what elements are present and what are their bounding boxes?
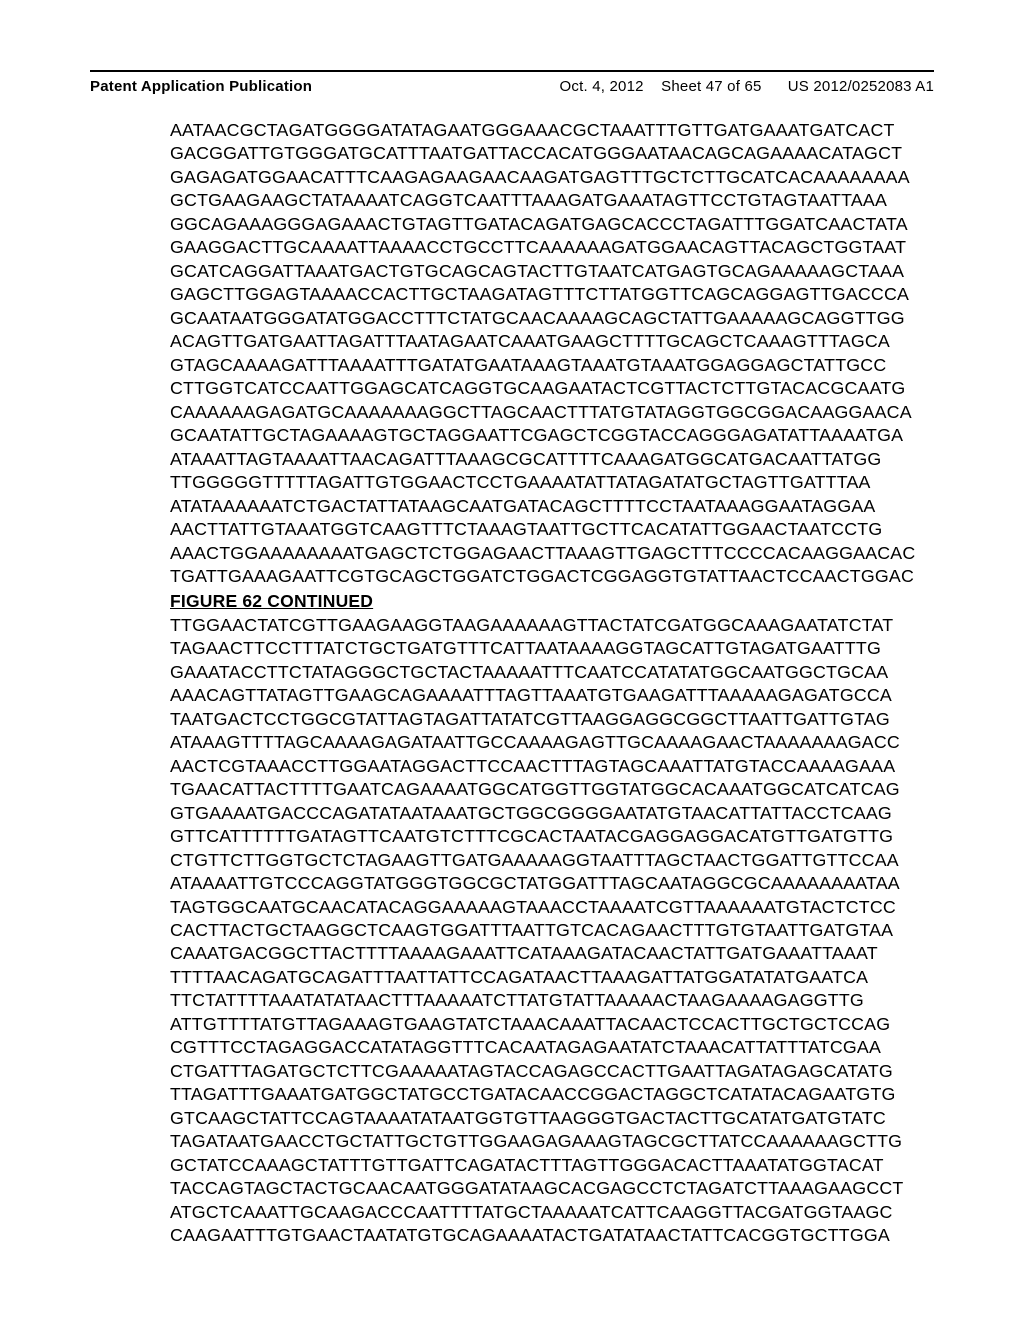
seq-line: ATAAAATTGTCCCAGGTATGGGTGGCGCTATGGATTTAGC… xyxy=(170,872,904,895)
seq-line: TTCTATTTTAAATATATAACTTTAAAAATCTTATGTATTA… xyxy=(170,989,904,1012)
seq-line: CAAAAAAGAGATGCAAAAAAAGGCTTAGCAACTTTATGTA… xyxy=(170,401,904,424)
seq-line: AAACTGGAAAAAAAATGAGCTCTGGAGAACTTAAAGTTGA… xyxy=(170,542,904,565)
seq-line: TAATGACTCCTGGCGTATTAGTAGATTATATCGTTAAGGA… xyxy=(170,708,904,731)
seq-line: ATATAAAAAATCTGACTATTATAAGCAATGATACAGCTTT… xyxy=(170,495,904,518)
seq-line: GAGAGATGGAACATTTCAAGAGAAGAACAAGATGAGTTTG… xyxy=(170,166,904,189)
seq-line: CTTGGTCATCCAATTGGAGCATCAGGTGCAAGAATACTCG… xyxy=(170,377,904,400)
sheet-number: Sheet 47 of 65 xyxy=(661,78,761,95)
seq-line: GCAATAATGGGATATGGACCTTTCTATGCAACAAAAGCAG… xyxy=(170,307,904,330)
seq-line: GACGGATTGTGGGATGCATTTAATGATTACCACATGGGAA… xyxy=(170,142,904,165)
seq-line: AATAACGCTAGATGGGGATATAGAATGGGAAACGCTAAAT… xyxy=(170,119,904,142)
seq-line: GGCAGAAAGGGAGAAACTGTAGTTGATACAGATGAGCACC… xyxy=(170,213,904,236)
publication-number: US 2012/0252083 A1 xyxy=(788,78,934,95)
publication-type: Patent Application Publication xyxy=(90,78,312,95)
seq-line: AACTCGTAAACCTTGGAATAGGACTTCCAACTTTAGTAGC… xyxy=(170,755,904,778)
seq-line: TAGAACTTCCTTTATCTGCTGATGTTTCATTAATAAAAGG… xyxy=(170,637,904,660)
seq-line: GCAATATTGCTAGAAAAGTGCTAGGAATTCGAGCTCGGTA… xyxy=(170,424,904,447)
header-right: Oct. 4, 2012 Sheet 47 of 65 US 2012/0252… xyxy=(560,78,934,95)
seq-line: GAAGGACTTGCAAAATTAAAACCTGCCTTCAAAAAAGATG… xyxy=(170,236,904,259)
seq-line: TTTTAACAGATGCAGATTTAATTATTCCAGATAACTTAAA… xyxy=(170,966,904,989)
pub-date: Oct. 4, 2012 xyxy=(560,78,644,95)
page: Patent Application Publication Oct. 4, 2… xyxy=(0,0,1024,1320)
header-row: Patent Application Publication Oct. 4, 2… xyxy=(90,70,934,95)
seq-line: CAAGAATTTGTGAACTAATATGTGCAGAAAATACTGATAT… xyxy=(170,1224,904,1247)
seq-line: TACCAGTAGCTACTGCAACAATGGGATATAAGCACGAGCC… xyxy=(170,1177,904,1200)
seq-line: CTGATTTAGATGCTCTTCGAAAAATAGTACCAGAGCCACT… xyxy=(170,1060,904,1083)
seq-line: CAAATGACGGCTTACTTTTAAAAGAAATTCATAAAGATAC… xyxy=(170,942,904,965)
seq-line: AAACAGTTATAGTTGAAGCAGAAAATTTAGTTAAATGTGA… xyxy=(170,684,904,707)
seq-line: TTGGGGGTTTTTAGATTGTGGAACTCCTGAAAATATTATA… xyxy=(170,471,904,494)
seq-line: ATAAATTAGTAAAATTAACAGATTTAAAGCGCATTTTCAA… xyxy=(170,448,904,471)
seq-line: ATGCTCAAATTGCAAGACCCAATTTTATGCTAAAAATCAT… xyxy=(170,1201,904,1224)
seq-line: TTAGATTTGAAATGATGGCTATGCCTGATACAACCGGACT… xyxy=(170,1083,904,1106)
seq-line: GAAATACCTTCTATAGGGCTGCTACTAAAAATTTCAATCC… xyxy=(170,661,904,684)
seq-line: TAGTGGCAATGCAACATACAGGAAAAAGTAAACCTAAAAT… xyxy=(170,896,904,919)
seq-line: CTGTTCTTGGTGCTCTAGAAGTTGATGAAAAAGGTAATTT… xyxy=(170,849,904,872)
seq-line: GCTATCCAAAGCTATTTGTTGATTCAGATACTTTAGTTGG… xyxy=(170,1154,904,1177)
seq-line: AACTTATTGTAAATGGTCAAGTTTCTAAAGTAATTGCTTC… xyxy=(170,518,904,541)
seq-line: CGTTTCCTAGAGGACCATATAGGTTTCACAATAGAGAATA… xyxy=(170,1036,904,1059)
seq-line: GTCAAGCTATTCCAGTAAAATATAATGGTGTTAAGGGTGA… xyxy=(170,1107,904,1130)
seq-line: ATAAAGTTTTAGCAAAAGAGATAATTGCCAAAAGAGTTGC… xyxy=(170,731,904,754)
seq-line: TTGGAACTATCGTTGAAGAAGGTAAGAAAAAAGTTACTAT… xyxy=(170,614,904,637)
seq-line: GTGAAAATGACCCAGATATAATAAATGCTGGCGGGGAATA… xyxy=(170,802,904,825)
seq-line: TAGATAATGAACCTGCTATTGCTGTTGGAAGAGAAAGTAG… xyxy=(170,1130,904,1153)
seq-line: GTAGCAAAAGATTTAAAATTTGATATGAATAAAGTAAATG… xyxy=(170,354,904,377)
seq-line: CACTTACTGCTAAGGCTCAAGTGGATTTAATTGTCACAGA… xyxy=(170,919,904,942)
seq-line: GCTGAAGAAGCTATAAAATCAGGTCAATTTAAAGATGAAA… xyxy=(170,189,904,212)
sequence-block-1: AATAACGCTAGATGGGGATATAGAATGGGAAACGCTAAAT… xyxy=(90,119,934,1248)
seq-line: TGATTGAAAGAATTCGTGCAGCTGGATCTGGACTCGGAGG… xyxy=(170,565,904,588)
seq-line: ACAGTTGATGAATTAGATTTAATAGAATCAAATGAAGCTT… xyxy=(170,330,904,353)
seq-line: TGAACATTACTTTTGAATCAGAAAATGGCATGGTTGGTAT… xyxy=(170,778,904,801)
seq-line: ATTGTTTTATGTTAGAAAGTGAAGTATCTAAACAAATTAC… xyxy=(170,1013,904,1036)
figure-caption: FIGURE 62 CONTINUED xyxy=(170,591,904,612)
seq-line: GAGCTTGGAGTAAAACCACTTGCTAAGATAGTTTCTTATG… xyxy=(170,283,904,306)
seq-line: GTTCATTTTTTGATAGTTCAATGTCTTTCGCACTAATACG… xyxy=(170,825,904,848)
seq-line: GCATCAGGATTAAATGACTGTGCAGCAGTACTTGTAATCA… xyxy=(170,260,904,283)
